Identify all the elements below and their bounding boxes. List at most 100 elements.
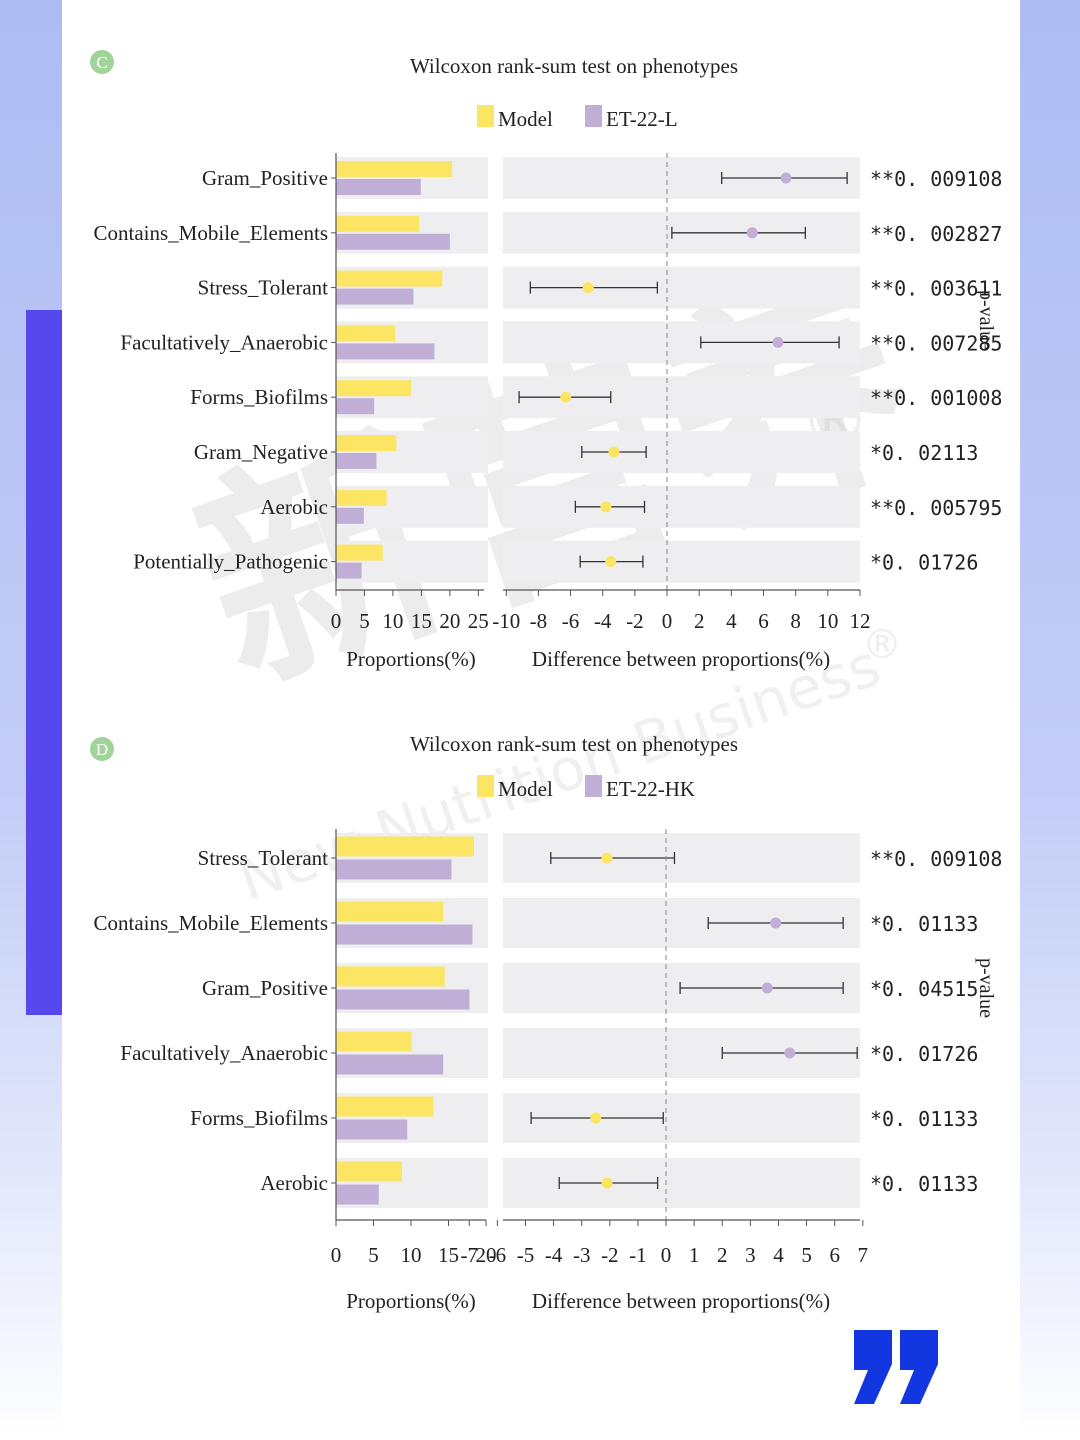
diff-axis-label: Difference between proportions(%) xyxy=(532,647,830,671)
diff-tick-label: 12 xyxy=(850,609,871,633)
p-value: **0. 005795 xyxy=(870,496,1002,520)
diff-row-background xyxy=(503,431,860,473)
diff-estimate-point xyxy=(601,1177,613,1189)
p-value: **0. 009108 xyxy=(870,167,1002,191)
bar-model xyxy=(336,966,445,987)
diff-tick-label: -3 xyxy=(573,1243,591,1267)
bar-treatment xyxy=(336,562,362,579)
diff-tick-label: 0 xyxy=(661,1243,672,1267)
p-value: **0. 007285 xyxy=(870,331,1002,355)
diff-tick-label: -6 xyxy=(489,1243,507,1267)
diff-tick-label: -4 xyxy=(594,609,612,633)
bar-model xyxy=(336,215,420,232)
legend-swatch-et-22-l xyxy=(585,105,602,127)
proportion-tick-label: 20 xyxy=(439,609,460,633)
legend-label-et-22-l: ET-22-L xyxy=(606,107,678,131)
diff-estimate-point xyxy=(560,391,572,403)
bar-treatment xyxy=(336,179,421,195)
diff-tick-label: -5 xyxy=(517,1243,535,1267)
proportion-tick-label: 20 xyxy=(476,1243,497,1267)
p-value: *0. 02113 xyxy=(870,441,978,465)
diff-row-background xyxy=(503,1158,860,1208)
panel-badge-letter: C xyxy=(96,53,107,72)
category-label: Forms_Biofilms xyxy=(190,1106,328,1130)
bar-model xyxy=(336,380,412,397)
diff-tick-label: -6 xyxy=(562,609,580,633)
diff-estimate-point xyxy=(605,556,617,568)
p-value-axis-label: p-value xyxy=(975,290,997,350)
diff-tick-label: -8 xyxy=(530,609,548,633)
bar-model xyxy=(336,161,453,177)
bar-model xyxy=(336,489,387,506)
diff-tick-label: 7 xyxy=(858,1243,869,1267)
diff-estimate-point xyxy=(582,282,594,294)
diff-tick-label: -10 xyxy=(492,609,520,633)
chart-title: Wilcoxon rank-sum test on phenotypes xyxy=(410,732,738,756)
panel-badge-circle xyxy=(90,50,114,74)
bar-treatment xyxy=(336,859,452,880)
bar-model xyxy=(336,325,396,342)
diff-estimate-point xyxy=(601,852,613,864)
category-label: Aerobic xyxy=(260,495,328,519)
diff-row-background xyxy=(503,540,860,583)
category-label: Gram_Positive xyxy=(202,166,328,190)
p-value: *0. 01133 xyxy=(870,1172,978,1196)
diff-estimate-point xyxy=(784,1047,796,1059)
p-value: *0. 01133 xyxy=(870,1107,978,1131)
bar-treatment xyxy=(336,233,450,250)
diff-estimate-point xyxy=(761,982,773,994)
category-label: Contains_Mobile_Elements xyxy=(94,221,328,245)
bar-treatment xyxy=(336,1054,444,1075)
diff-estimate-point xyxy=(746,227,758,239)
diff-tick-label: -2 xyxy=(601,1243,619,1267)
p-value: *0. 01726 xyxy=(870,551,978,575)
p-value: *0. 01133 xyxy=(870,912,978,936)
panel-badge-letter: D xyxy=(96,740,108,759)
diff-tick-label: 6 xyxy=(758,609,769,633)
diff-tick-label: -1 xyxy=(629,1243,647,1267)
proportion-tick-label: 25 xyxy=(468,609,489,633)
quote-mark-icon xyxy=(854,1330,938,1404)
category-label: Aerobic xyxy=(260,1171,328,1195)
diff-estimate-point xyxy=(780,172,792,184)
panel-c: C Wilcoxon rank-sum test on phenotypes Mod… xyxy=(90,50,1002,671)
category-label: Potentially_Pathogenic xyxy=(133,550,328,574)
bar-treatment xyxy=(336,1184,379,1205)
proportion-tick-label: 0 xyxy=(331,1243,342,1267)
legend-label-model: Model xyxy=(498,777,553,801)
panel-badge-circle xyxy=(90,737,114,761)
legend-swatch-model xyxy=(477,775,494,797)
bar-treatment xyxy=(336,343,435,360)
diff-tick-label: -2 xyxy=(626,609,644,633)
bar-model xyxy=(336,1096,434,1117)
p-value-axis-label: p-value xyxy=(975,958,997,1018)
diff-estimate-point xyxy=(608,446,620,458)
bar-model xyxy=(336,544,383,561)
bar-model xyxy=(336,1161,402,1182)
category-label: Contains_Mobile_Elements xyxy=(94,911,328,935)
bar-treatment xyxy=(336,507,364,524)
legend-swatch-et-22-hk xyxy=(585,775,602,797)
p-value: **0. 003611 xyxy=(870,277,1002,301)
category-label: Stress_Tolerant xyxy=(198,846,329,870)
diff-axis-label: Difference between proportions(%) xyxy=(532,1289,830,1313)
bar-model xyxy=(336,270,443,287)
category-label: Facultatively_Anaerobic xyxy=(120,330,328,354)
diff-tick-label: 4 xyxy=(773,1243,784,1267)
category-label: Gram_Negative xyxy=(194,440,328,464)
diff-tick-label: 5 xyxy=(801,1243,812,1267)
proportion-tick-label: 10 xyxy=(382,609,403,633)
p-value: *0. 01726 xyxy=(870,1042,978,1066)
diff-estimate-point xyxy=(600,501,612,513)
bar-treatment xyxy=(336,924,473,945)
category-label: Facultatively_Anaerobic xyxy=(120,1041,328,1065)
diff-tick-label: 4 xyxy=(726,609,737,633)
bar-treatment xyxy=(336,398,375,415)
diff-tick-label: -4 xyxy=(545,1243,563,1267)
proportion-axis-label: Proportions(%) xyxy=(346,1289,476,1313)
p-value: **0. 001008 xyxy=(870,386,1002,410)
bar-treatment xyxy=(336,453,377,469)
diff-tick-label: 2 xyxy=(694,609,705,633)
chart-title: Wilcoxon rank-sum test on phenotypes xyxy=(410,54,738,78)
